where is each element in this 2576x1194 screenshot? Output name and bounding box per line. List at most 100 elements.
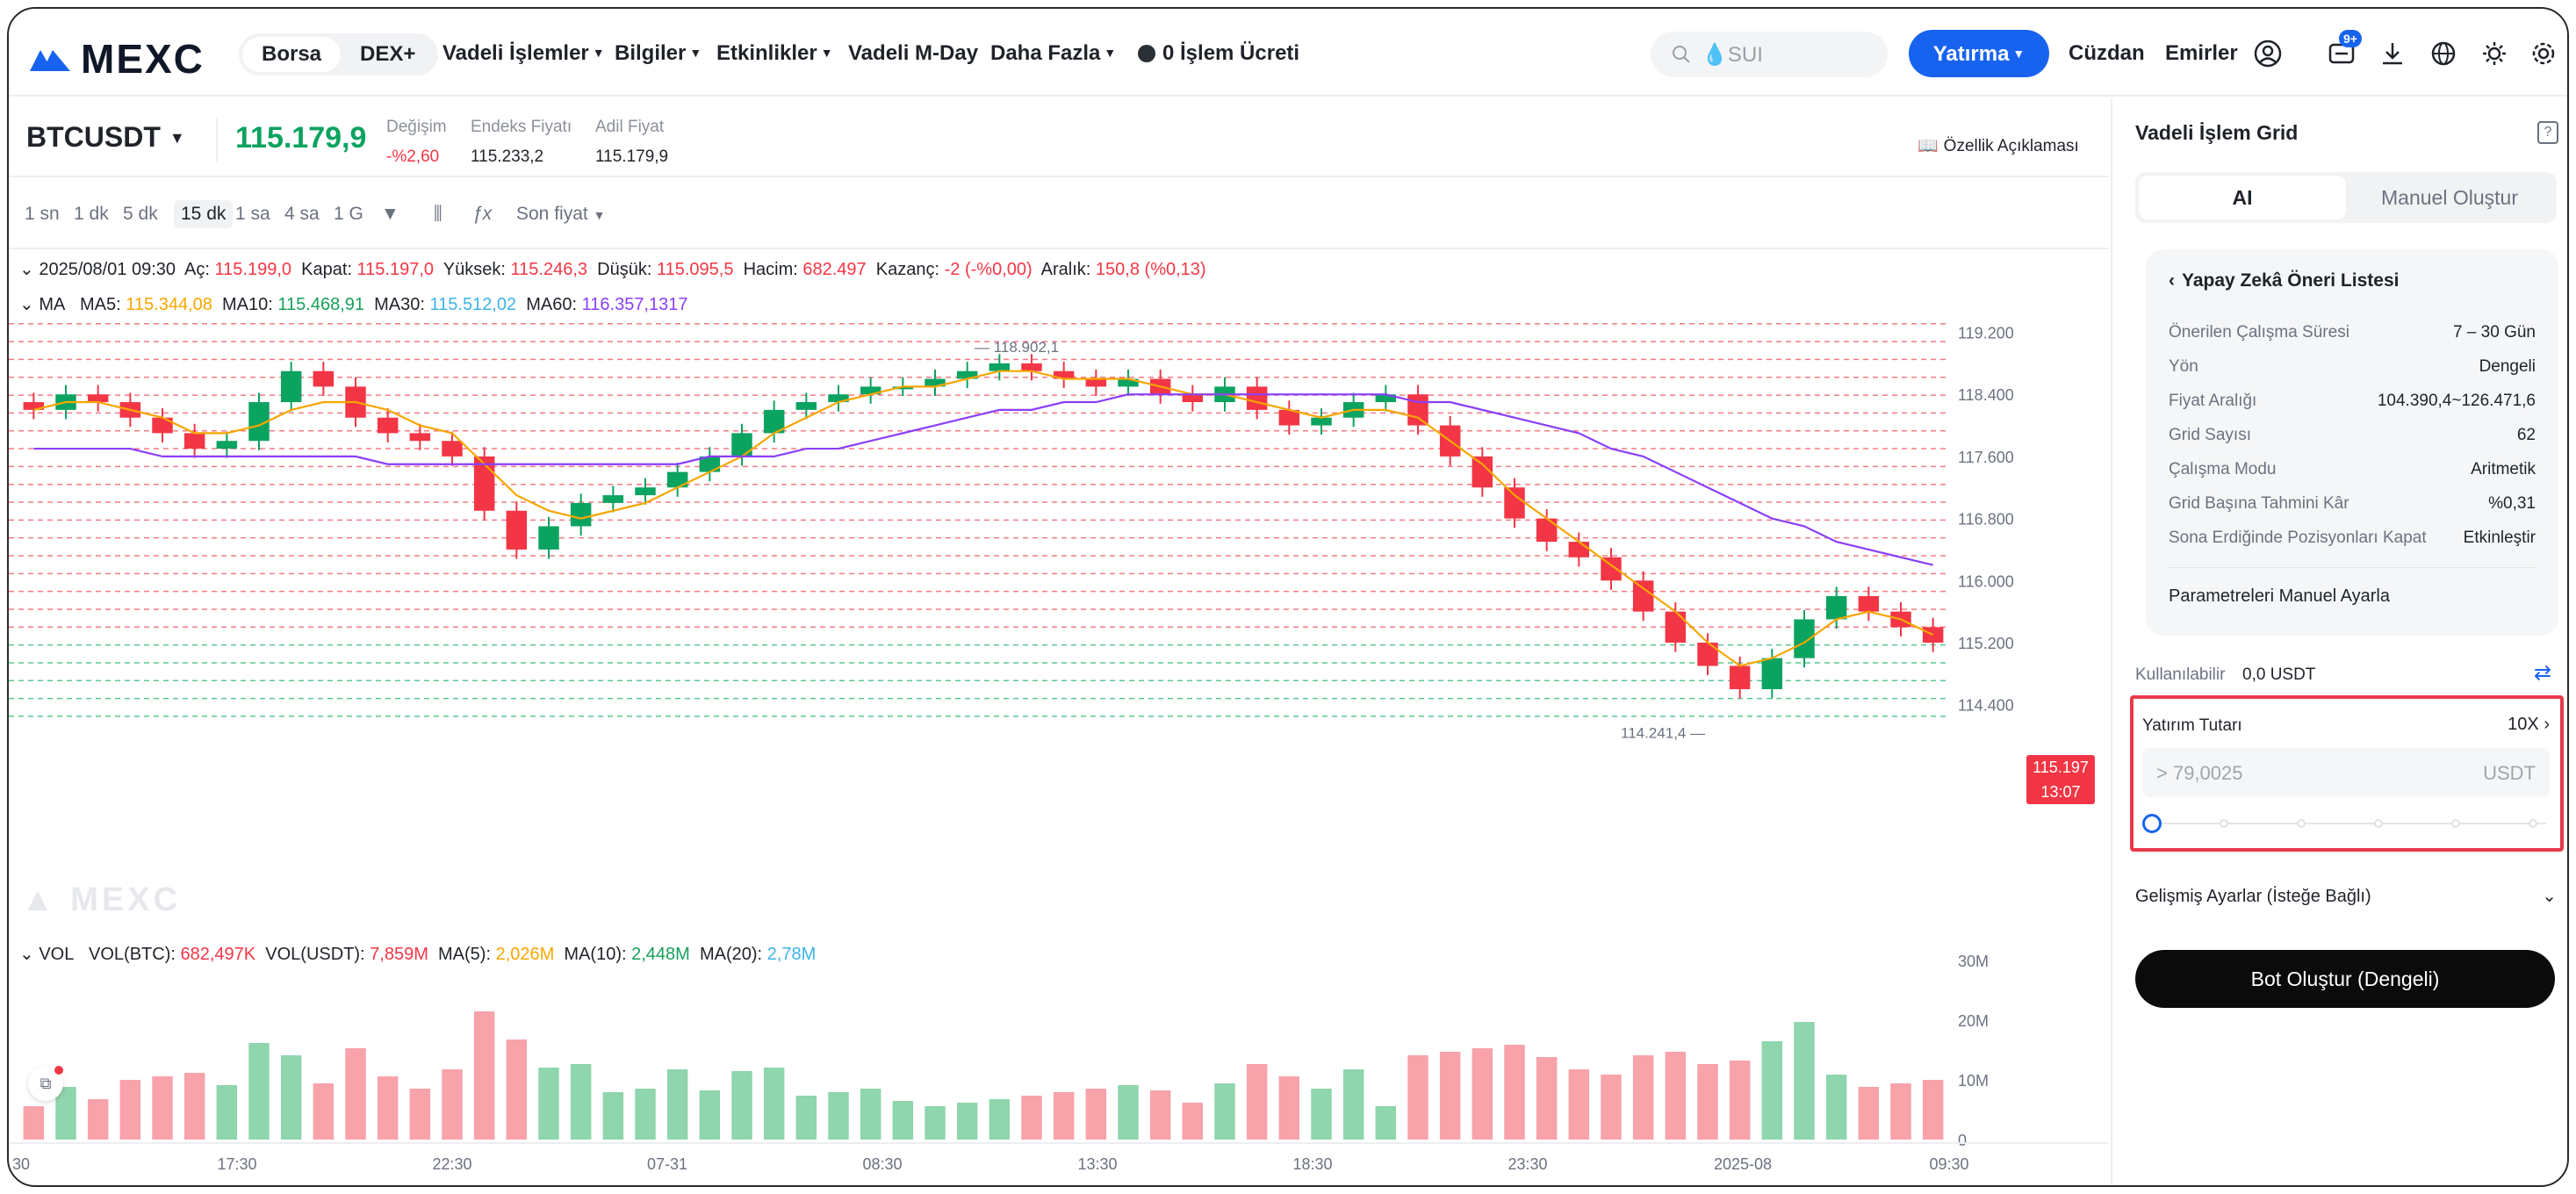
tab-dex[interactable]: DEX+ bbox=[360, 42, 416, 66]
tf-1d[interactable]: 1 G bbox=[334, 204, 363, 224]
time-axis-label: 22:30 bbox=[432, 1155, 471, 1173]
menu-futures-label: Vadeli İşlemler bbox=[443, 41, 589, 65]
search-input[interactable]: 💧SUI bbox=[1651, 32, 1888, 77]
download-icon[interactable] bbox=[2378, 39, 2407, 68]
low-marker: 114.241,4 — bbox=[1621, 725, 1705, 742]
change-label: Değişim bbox=[386, 118, 447, 136]
row-key: Fiyat Aralığı bbox=[2169, 392, 2257, 410]
mexc-logo[interactable]: MEXC bbox=[28, 35, 205, 83]
volume-bar bbox=[538, 1068, 559, 1140]
tab-ai[interactable]: AI bbox=[2139, 176, 2346, 219]
transfer-icon[interactable]: ⇄ bbox=[2534, 661, 2552, 685]
vol-axis-label: 20M bbox=[1958, 1012, 1989, 1030]
time-axis-label: 13:30 bbox=[1077, 1155, 1117, 1173]
chevron-down-icon: ⌄ bbox=[19, 260, 40, 279]
row-key: Yön bbox=[2169, 357, 2198, 376]
menu-events[interactable]: Etkinlikler ▼ bbox=[716, 41, 833, 66]
candle-body bbox=[1504, 487, 1525, 519]
symbol-selector[interactable]: BTCUSDT ▼ bbox=[26, 121, 185, 154]
candle-type-icon[interactable]: ⫼ bbox=[434, 204, 443, 224]
menu-futures[interactable]: Vadeli İşlemler ▼ bbox=[443, 41, 605, 66]
manual-params-link[interactable]: Parametreleri Manuel Ayarla bbox=[2169, 586, 2390, 606]
candle-body bbox=[731, 433, 752, 457]
candle-body bbox=[1825, 595, 1847, 620]
candle-body bbox=[87, 394, 109, 403]
symbol-pair: BTCUSDT bbox=[26, 121, 161, 153]
volume-bar bbox=[1149, 1090, 1171, 1140]
feature-explain-link[interactable]: 📖 Özellik Açıklaması bbox=[1918, 135, 2079, 156]
volume-bar bbox=[1375, 1106, 1397, 1140]
kline-chart[interactable]: 119.200 118.400 117.600 116.800 116.000 115.2… bbox=[9, 251, 2109, 1187]
volume-bar bbox=[795, 1096, 817, 1140]
deposit-button[interactable]: Yatırma ▼ bbox=[1909, 30, 2049, 77]
ai-list-back[interactable]: ‹ Yapay Zekâ Öneri Listesi bbox=[2169, 270, 2399, 291]
slider-tick bbox=[2220, 819, 2228, 828]
tab-borsa[interactable]: Borsa bbox=[242, 37, 342, 72]
tf-1s[interactable]: 1 sn bbox=[25, 204, 60, 224]
candle-body bbox=[1085, 378, 1107, 387]
volume-bar bbox=[280, 1055, 302, 1140]
candle-body bbox=[183, 433, 205, 450]
candle-body bbox=[1568, 542, 1590, 557]
time-axis-label: 17:30 bbox=[217, 1155, 256, 1173]
top-navbar: MEXC Borsa DEX+ Vadeli İşlemler ▼ Bilgile… bbox=[9, 9, 2567, 97]
slider-handle[interactable] bbox=[2142, 814, 2162, 833]
volume-bar bbox=[956, 1103, 978, 1140]
drop-icon: 💧 bbox=[1702, 42, 1728, 67]
settings-gear-icon[interactable] bbox=[2529, 39, 2558, 68]
orders-link[interactable]: Emirler bbox=[2165, 41, 2238, 65]
candle-body bbox=[989, 363, 1011, 371]
tf-5m[interactable]: 5 dk bbox=[123, 204, 158, 224]
volume-bar bbox=[119, 1080, 141, 1140]
volume-bar bbox=[313, 1083, 335, 1140]
ma30-label: MA30: bbox=[374, 295, 425, 314]
candle-body bbox=[828, 394, 849, 403]
price-axis-label: 118.400 bbox=[1958, 386, 2014, 404]
chart-canvas[interactable]: 119.200 118.400 117.600 116.800 116.000 115.2… bbox=[9, 251, 2109, 1187]
chart-tool-icon[interactable]: ⧉ bbox=[28, 1066, 63, 1101]
tf-more-chevron-icon[interactable]: ▼ bbox=[381, 204, 399, 224]
tf-4h[interactable]: 4 sa bbox=[284, 204, 320, 224]
create-bot-button[interactable]: Bot Oluştur (Dengeli) bbox=[2135, 950, 2555, 1008]
advanced-settings-toggle[interactable]: Gelişmiş Ayarlar (İsteğe Bağlı) ⌄ bbox=[2135, 887, 2557, 907]
candle-body bbox=[1858, 595, 1880, 612]
price-axis-label: 119.200 bbox=[1958, 325, 2014, 342]
volume-bar bbox=[1536, 1057, 1558, 1140]
help-icon[interactable]: ? bbox=[2537, 121, 2558, 144]
leverage-select[interactable]: 10X › bbox=[2508, 715, 2550, 735]
indicator-fx-icon[interactable]: ƒx bbox=[472, 204, 493, 224]
tf-1h[interactable]: 1 sa bbox=[235, 204, 270, 224]
user-icon[interactable] bbox=[2253, 39, 2283, 68]
menu-more[interactable]: Daha Fazla ▼ bbox=[990, 41, 1116, 66]
candle-body bbox=[1278, 409, 1300, 426]
row-value: Dengeli bbox=[2479, 357, 2536, 376]
volume-bar bbox=[345, 1048, 366, 1140]
watermark-logo: ▲ MEXC bbox=[21, 881, 181, 918]
theme-sun-icon[interactable] bbox=[2479, 39, 2509, 68]
menu-info[interactable]: Bilgiler ▼ bbox=[615, 41, 702, 66]
amount-slider[interactable] bbox=[2142, 813, 2550, 834]
menu-zero-fee[interactable]: 0 İşlem Ücreti bbox=[1138, 41, 1299, 66]
wallet-link[interactable]: Cüzdan bbox=[2069, 41, 2145, 65]
volume-bar bbox=[1053, 1092, 1075, 1140]
volume-bar bbox=[87, 1099, 109, 1140]
globe-icon[interactable] bbox=[2428, 39, 2458, 68]
search-placeholder: 💧SUI bbox=[1702, 42, 1763, 68]
dot-indicator bbox=[54, 1066, 63, 1075]
tab-manual-create[interactable]: Manuel Oluştur bbox=[2381, 186, 2518, 209]
volume-bar bbox=[1278, 1076, 1300, 1140]
suggest-row: Çalışma Modu Aritmetik bbox=[2169, 460, 2536, 479]
volume-bar bbox=[1825, 1075, 1847, 1140]
vol-label: VOL bbox=[39, 945, 75, 964]
invest-label: Yatırım Tutarı bbox=[2142, 716, 2242, 735]
menu-mday[interactable]: Vadeli M-Day bbox=[848, 41, 979, 65]
notification-icon[interactable]: 9+ bbox=[2327, 30, 2362, 68]
row-value: Etkinleştir bbox=[2463, 529, 2536, 547]
tf-15m[interactable]: 15 dk bbox=[174, 200, 234, 228]
volume-bar bbox=[1214, 1083, 1235, 1140]
candle-body bbox=[1375, 394, 1397, 403]
vol-usdt-label: VOL(USDT): bbox=[265, 945, 365, 964]
tf-1m[interactable]: 1 dk bbox=[74, 204, 109, 224]
price-type-select[interactable]: Son fiyat ▼ bbox=[516, 204, 605, 225]
invest-amount-input[interactable]: > 79,0025 USDT bbox=[2142, 748, 2550, 797]
